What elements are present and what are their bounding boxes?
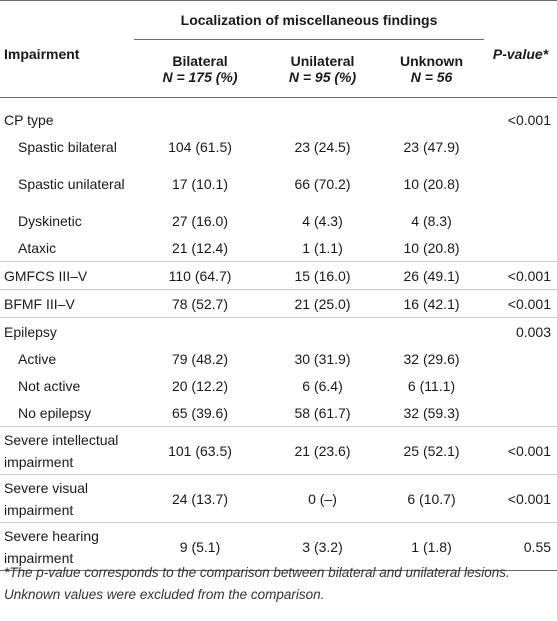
pvalue-header: P-value* bbox=[492, 46, 549, 62]
unknown-n: N = 56 bbox=[410, 68, 453, 85]
table-row: Not active 20 (12.2) 6 (6.4) 6 (11.1) bbox=[18, 377, 456, 394]
unilateral-n: N = 95 (%) bbox=[288, 68, 357, 85]
table-row: Severe hearing impairment 9 (5.1) 3 (3.2… bbox=[0, 522, 557, 571]
table-row: Severe intellectual impairment 101 (63.5… bbox=[0, 426, 557, 475]
table-row: Spastic unilateral 17 (10.1) 66 (70.2) 1… bbox=[18, 175, 460, 192]
unilateral-header: Unilateral N = 95 (%) bbox=[266, 40, 379, 98]
table-row: No epilepsy 65 (39.6) 58 (61.7) 32 (59.3… bbox=[18, 404, 460, 421]
table-row: Active 79 (48.2) 30 (31.9) 32 (29.6) bbox=[18, 350, 460, 367]
group-header: Localization of miscellaneous findings bbox=[134, 0, 485, 40]
table-row: Dyskinetic 27 (16.0) 4 (4.3) 4 (8.3) bbox=[18, 212, 452, 229]
table-row: Severe visual impairment 24 (13.7) 0 (–)… bbox=[0, 474, 557, 523]
table-row: Epilepsy 0.003 bbox=[0, 317, 557, 345]
table-row: BFMF III–V 78 (52.7) 21 (25.0) 16 (42.1)… bbox=[0, 289, 557, 318]
header-row-1: Impairment Localization of miscellaneous… bbox=[0, 0, 557, 62]
table-row: Ataxic 21 (12.4) 1 (1.1) 10 (20.8) bbox=[18, 239, 460, 256]
table-row: CP type <0.001 bbox=[4, 111, 552, 128]
table-row: GMFCS III–V 110 (64.7) 15 (16.0) 26 (49.… bbox=[0, 261, 557, 290]
header-row-2: Bilateral N = 175 (%) Unilateral N = 95 … bbox=[0, 40, 557, 98]
unknown-header: Unknown N = 56 bbox=[379, 40, 484, 98]
table-row: Spastic bilateral 104 (61.5) 23 (24.5) 2… bbox=[18, 138, 460, 155]
bilateral-header: Bilateral N = 175 (%) bbox=[134, 40, 266, 98]
table-footnote: *The p-value corresponds to the comparis… bbox=[4, 565, 510, 602]
bilateral-n: N = 175 (%) bbox=[162, 68, 238, 85]
findings-table: Impairment Localization of miscellaneous… bbox=[0, 0, 557, 571]
impairment-header: Impairment bbox=[4, 46, 80, 62]
